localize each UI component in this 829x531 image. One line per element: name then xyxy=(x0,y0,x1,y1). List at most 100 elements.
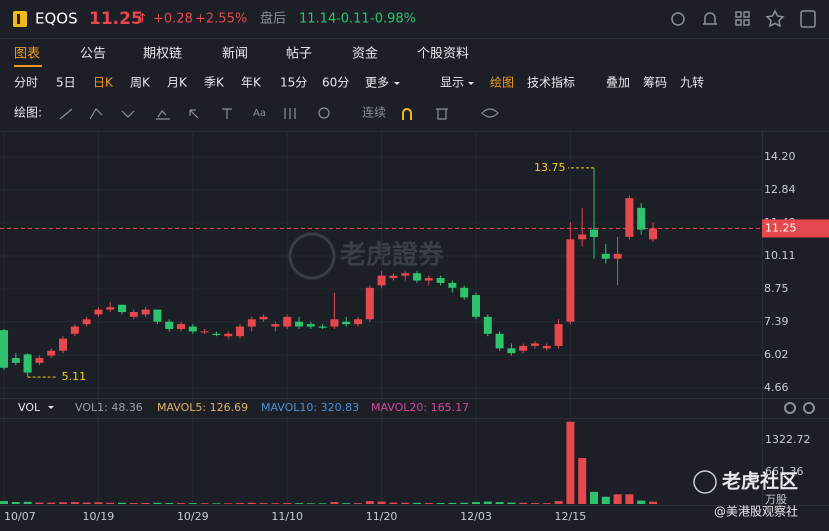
watermark: @美港股观察社 xyxy=(714,504,798,519)
candle-body xyxy=(519,345,528,351)
x-tick-label: 10/29 xyxy=(177,510,209,523)
after-price: 11.14 xyxy=(299,12,336,27)
volume-bar xyxy=(141,502,150,504)
refresh-icon[interactable] xyxy=(671,12,685,26)
volume-bar xyxy=(566,421,575,504)
volume-bar xyxy=(542,503,551,504)
candle-body xyxy=(507,348,516,354)
fib-tool[interactable] xyxy=(156,110,170,120)
candle-body xyxy=(94,309,103,315)
candle-body xyxy=(377,275,386,286)
panel-icon[interactable] xyxy=(800,10,816,28)
magnet-tool[interactable] xyxy=(402,108,412,120)
tab: 公告 xyxy=(80,47,106,62)
candle-body xyxy=(601,253,610,259)
candle-body xyxy=(590,229,598,237)
divider xyxy=(0,505,829,506)
settings-icon[interactable] xyxy=(784,402,796,414)
candle-body xyxy=(11,358,20,363)
grid-icon-part xyxy=(735,19,742,26)
path-tool[interactable] xyxy=(89,108,103,120)
volume-bar xyxy=(365,501,374,504)
line-tool[interactable] xyxy=(59,108,73,120)
period: 更多 xyxy=(365,76,389,90)
change: +0.28 xyxy=(153,12,193,27)
y-tick-label: 12.84 xyxy=(764,183,796,196)
x-tick-label: 10/07 xyxy=(4,510,36,523)
eye-tool[interactable] xyxy=(481,108,499,118)
tab: 期权链 xyxy=(143,46,182,62)
tab: 图表 xyxy=(14,47,40,62)
period: 分时 xyxy=(14,76,38,90)
ruler-tool[interactable] xyxy=(284,108,296,119)
grid-icon[interactable] xyxy=(735,11,742,18)
divider xyxy=(0,398,829,399)
divider xyxy=(0,38,829,39)
ticker: EQOS xyxy=(35,10,78,28)
candle-body xyxy=(295,321,303,327)
volume-legend: MAVOL5: 126.69 xyxy=(157,401,248,414)
zoom-tool[interactable] xyxy=(318,107,330,119)
candle-body xyxy=(472,295,480,317)
volume-bar xyxy=(236,503,244,504)
volume-bar xyxy=(590,491,598,504)
volume-bar xyxy=(70,502,79,504)
settings-icon[interactable] xyxy=(803,402,815,414)
delete-tool[interactable] xyxy=(436,108,448,120)
vol-tick-label: 1322.72 xyxy=(765,433,811,446)
candle-body xyxy=(531,343,539,346)
text-tool[interactable] xyxy=(222,108,232,119)
x-tick-label: 12/03 xyxy=(460,510,492,523)
logo-mark xyxy=(17,14,20,24)
bell-icon[interactable] xyxy=(703,12,717,25)
arrow-tool[interactable] xyxy=(189,109,199,119)
volume-bar xyxy=(177,503,185,504)
star-icon[interactable] xyxy=(765,9,785,28)
dropdown-caret[interactable] xyxy=(48,406,54,409)
price-tag xyxy=(762,219,829,238)
candle-body xyxy=(259,316,268,320)
community-logo xyxy=(693,470,717,494)
candle-body xyxy=(542,345,551,349)
volume-bar xyxy=(330,502,339,504)
candle-body xyxy=(460,287,469,298)
candle-body xyxy=(59,338,67,351)
candle-body xyxy=(118,304,126,313)
candle-body xyxy=(200,331,209,333)
volume-bar xyxy=(271,503,280,504)
period: 年K xyxy=(241,76,262,90)
candle-body xyxy=(82,319,91,325)
volume-bar xyxy=(82,502,91,504)
candle-body xyxy=(424,278,433,281)
tool: 九转 xyxy=(680,75,704,90)
dropdown-caret xyxy=(468,82,474,85)
tool: 显示 xyxy=(440,76,464,90)
draw-icon-text: Aa xyxy=(253,108,266,119)
candle-body xyxy=(413,273,421,281)
volume-bar xyxy=(424,503,433,504)
volume-bar xyxy=(578,458,587,504)
x-tick-label: 11/20 xyxy=(366,510,398,523)
min-label: 5.11 xyxy=(62,370,87,383)
candle-body xyxy=(236,326,244,337)
candle-body xyxy=(365,287,374,320)
volume-bar xyxy=(188,503,197,504)
divider xyxy=(0,131,829,132)
vol-tick-label: 661.36 xyxy=(765,465,804,478)
period: 15分 xyxy=(280,76,307,90)
grid-icon-part xyxy=(743,19,750,26)
watermark: 老虎證券 xyxy=(340,240,445,271)
volume-bar xyxy=(354,503,362,504)
volume-bar xyxy=(129,503,138,504)
price-tag-label: 11.25 xyxy=(765,221,797,234)
top-icons xyxy=(671,9,816,28)
volume-bar xyxy=(165,503,174,504)
tool: 筹码 xyxy=(643,76,667,90)
y-tick-label: 4.66 xyxy=(764,381,789,394)
divider xyxy=(0,418,829,419)
wave-tool[interactable] xyxy=(121,110,135,118)
volume-bar xyxy=(377,501,386,504)
